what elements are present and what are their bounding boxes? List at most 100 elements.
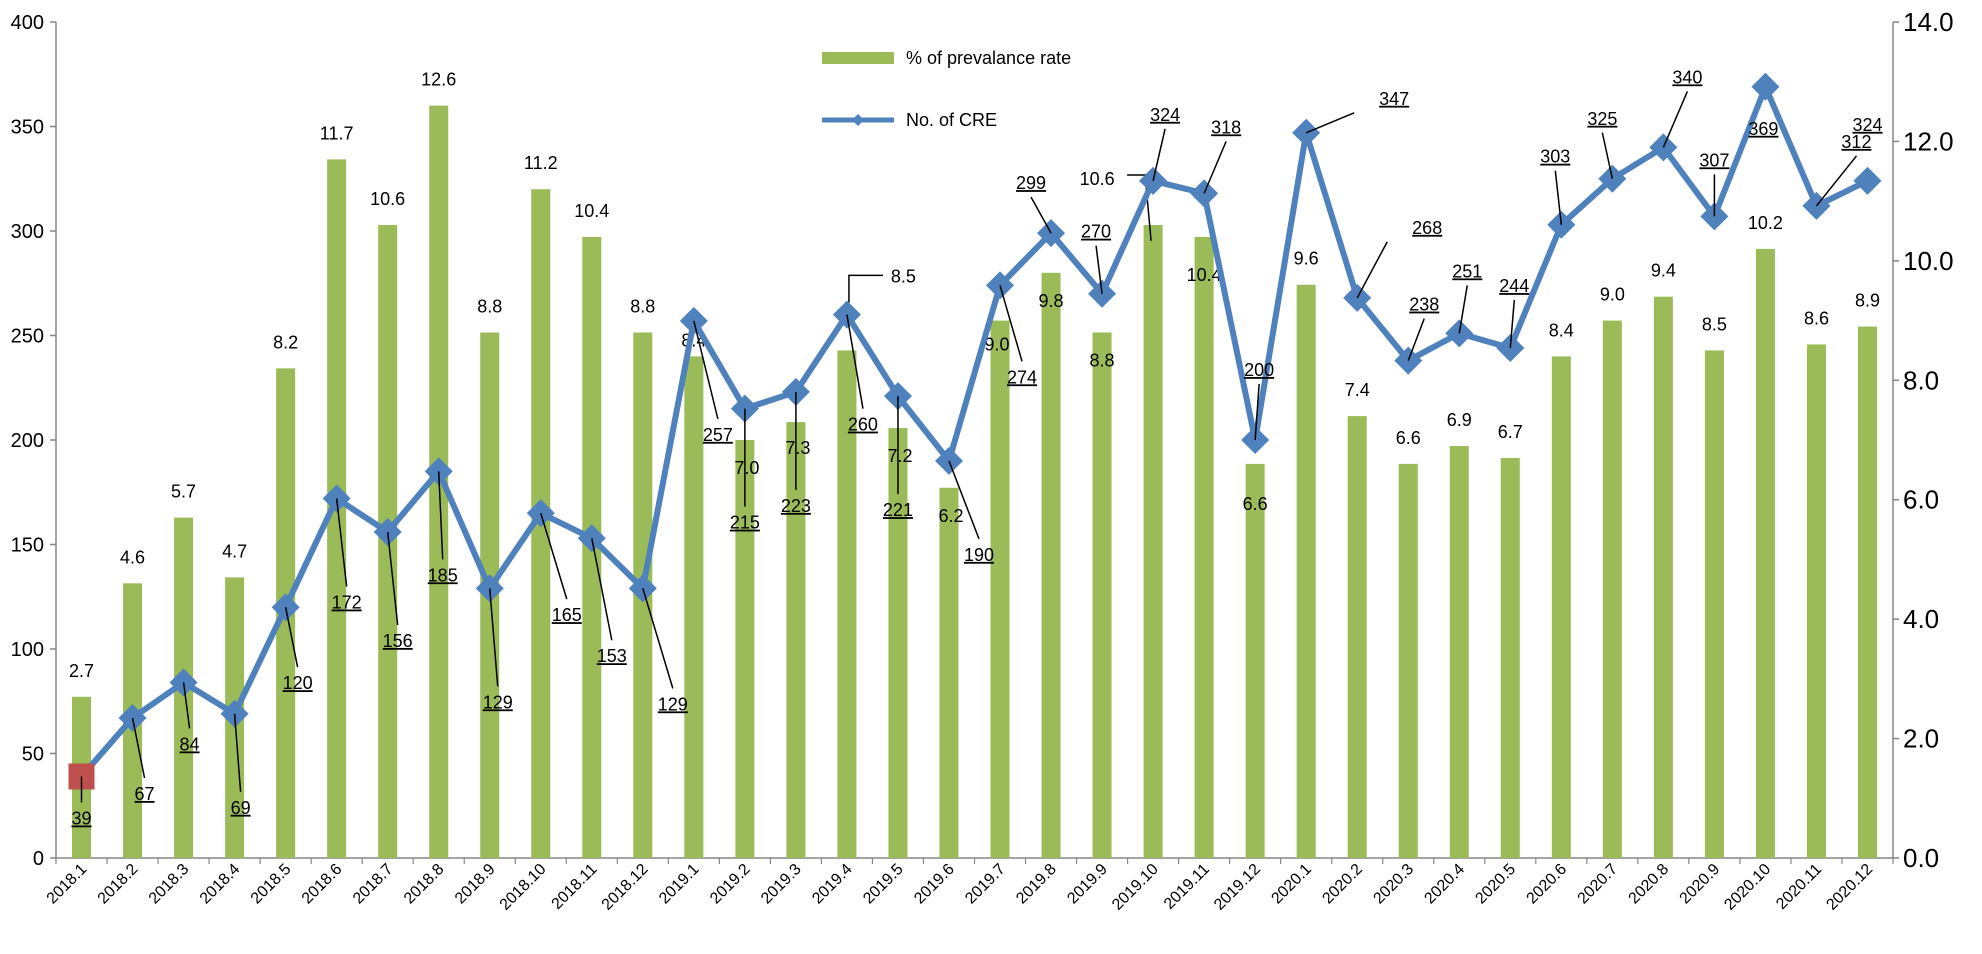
bar-2019.1 [684, 356, 704, 858]
line-label-2019.2: 215 [730, 513, 760, 533]
x-tick-label: 2018.7 [350, 861, 397, 908]
bar-label-2019.8: 9.8 [1039, 291, 1064, 311]
line-label-2018.2: 67 [135, 784, 155, 804]
line-label-2019.8: 299 [1016, 173, 1046, 193]
bar-2019.5 [888, 428, 908, 858]
line-label-2019.11: 318 [1211, 117, 1241, 137]
line-label-2019.3: 223 [781, 496, 811, 516]
bar-label-2018.5: 8.2 [273, 332, 298, 352]
x-tick-label: 2020.3 [1370, 861, 1417, 908]
legend: % of prevalance rate No. of CRE [822, 48, 1071, 130]
bar-2020.10 [1755, 248, 1775, 858]
x-tick-label: 2020.6 [1524, 861, 1571, 908]
x-tick-label: 2018.3 [146, 861, 193, 908]
leader-line-2019.8 [1030, 196, 1052, 234]
leader-line-2019.11 [1203, 141, 1227, 194]
right-tick-label: 0.0 [1903, 843, 1939, 873]
leader-line-2018.7 [386, 531, 399, 626]
x-tick-label: 2020.11 [1773, 861, 1825, 913]
leader-line-2019.4 [846, 314, 864, 409]
leader-bar-2019.4 [848, 274, 883, 303]
leader-line-2018.3 [182, 682, 191, 729]
line-label-2018.9: 129 [483, 692, 513, 712]
legend-line-marker [852, 114, 864, 126]
x-tick-label: 2018.4 [197, 861, 244, 908]
bar-2020.3 [1398, 463, 1418, 858]
line-label-2019.10: 324 [1150, 105, 1180, 125]
x-tick-label: 2019.6 [911, 861, 958, 908]
line-label-2018.12: 129 [658, 694, 688, 714]
right-tick-label: 4.0 [1903, 604, 1939, 634]
bar-label-2018.9: 8.8 [477, 297, 502, 317]
right-tick-label: 2.0 [1903, 724, 1939, 754]
line-label-2020.12: 324 [1852, 115, 1882, 135]
line-label-2018.7: 156 [383, 631, 413, 651]
bar-label-2018.1: 2.7 [69, 661, 94, 681]
bar-label-2019.5: 7.2 [887, 446, 912, 466]
x-tick-label: 2019.7 [962, 861, 1009, 908]
leader-line-2018.4 [233, 713, 242, 792]
bar-label-2019.9: 8.8 [1090, 351, 1115, 371]
line-label-2020.2: 268 [1412, 218, 1442, 238]
bar-label-2019.3: 7.3 [785, 438, 810, 458]
x-tick-label: 2018.5 [248, 861, 295, 908]
bar-2020.1 [1296, 284, 1316, 858]
line-label-2019.5: 221 [883, 500, 913, 520]
leader-line-2019.1 [693, 320, 719, 420]
bar-2020.11 [1806, 344, 1826, 858]
bar-label-2020.9: 8.5 [1702, 314, 1727, 334]
line-label-2019.4: 260 [848, 415, 878, 435]
line-label-2018.3: 84 [180, 734, 200, 754]
bar-2020.8 [1653, 296, 1673, 859]
x-tick-label: 2020.7 [1575, 861, 1622, 908]
bar-2019.11 [1194, 236, 1214, 858]
left-tick-label: 250 [11, 326, 44, 348]
bar-label-2019.6: 6.2 [938, 506, 963, 526]
left-tick-label: 150 [11, 535, 44, 557]
bar-label-2018.4: 4.7 [222, 541, 247, 561]
left-tick-label: 0 [33, 848, 44, 870]
bar-label-2020.4: 6.9 [1447, 410, 1472, 430]
line-label-2020.10: 369 [1748, 119, 1778, 139]
x-tick-label: 2018.9 [452, 861, 499, 908]
line-label-2020.9: 307 [1699, 150, 1729, 170]
bar-label-2018.12: 8.8 [630, 297, 655, 317]
bar-2020.2 [1347, 416, 1367, 858]
x-tick-label: 2018.8 [401, 861, 448, 908]
bar-label-2019.11: 10.4 [1187, 265, 1222, 285]
bar-2019.10 [1143, 225, 1163, 858]
right-tick-label: 10.0 [1903, 246, 1954, 276]
x-tick-label: 2018.11 [549, 861, 601, 913]
left-tick-label: 350 [11, 117, 44, 139]
right-tick-label: 14.0 [1903, 7, 1954, 37]
bar-label-2019.12: 6.6 [1243, 494, 1268, 514]
right-tick-label: 12.0 [1903, 126, 1954, 156]
line-point-2020.10 [1751, 72, 1780, 101]
bar-2019.8 [1041, 272, 1061, 858]
leader-line-2019.6 [948, 460, 980, 540]
x-tick-label: 2018.6 [299, 861, 346, 908]
bar-label-2018.8: 12.6 [421, 70, 456, 90]
leader-line-2019.7 [999, 285, 1023, 362]
leader-line-2018.10 [540, 512, 568, 600]
line-data-labels: 39 67 84 69 120 172 156 185 129 165 153 129 257 215 22… [71, 67, 1882, 828]
bar-2020.6 [1551, 356, 1571, 858]
bar-label-2018.7: 10.6 [370, 189, 405, 209]
left-tick-label: 300 [11, 221, 44, 243]
line-path [79, 83, 1869, 779]
line-label-2018.11: 153 [597, 646, 627, 666]
line-label-2018.5: 120 [283, 673, 313, 693]
line-label-2020.11: 312 [1841, 132, 1871, 152]
bar-label-2020.5: 6.7 [1498, 422, 1523, 442]
left-tick-label: 200 [11, 430, 44, 452]
bar-2019.12 [1245, 463, 1265, 858]
line-label-2020.6: 303 [1540, 147, 1570, 167]
bar-2019.3 [786, 422, 806, 858]
bar-2020.12 [1857, 326, 1877, 858]
x-tick-label: 2020.12 [1823, 861, 1876, 914]
left-tick-label: 100 [11, 639, 44, 661]
line-label-2019.7: 274 [1007, 367, 1037, 387]
leader-line-2019.12 [1254, 383, 1260, 441]
left-tick-label: 50 [22, 744, 44, 766]
